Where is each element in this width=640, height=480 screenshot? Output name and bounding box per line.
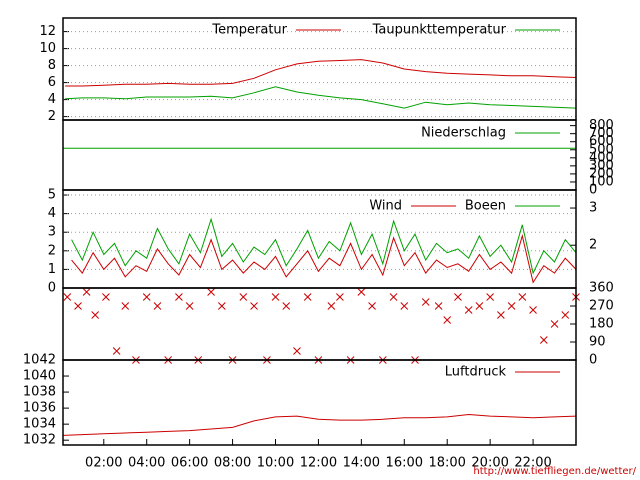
point	[400, 302, 409, 310]
point	[293, 347, 301, 355]
y2-tick-label: 90	[589, 335, 606, 350]
x-tick-label: 02:00	[85, 456, 122, 471]
point	[357, 288, 366, 296]
point	[550, 320, 559, 328]
point	[142, 293, 151, 301]
x-tick-label: 10:00	[257, 456, 294, 471]
y-tick-label: 10	[39, 41, 56, 56]
point	[207, 288, 215, 296]
y-tick-label: 1038	[23, 385, 56, 400]
y2-tick-label: 400	[589, 150, 614, 165]
series-line	[71, 233, 577, 284]
point	[454, 293, 462, 301]
point	[153, 302, 162, 310]
legend-label: Boeen	[465, 199, 506, 214]
x-tick-label: 06:00	[171, 456, 208, 471]
point	[421, 298, 430, 306]
y-tick-label: 1042	[23, 353, 56, 368]
point	[217, 302, 226, 310]
point	[327, 302, 336, 310]
point	[529, 306, 537, 314]
y-tick-label: 2	[48, 243, 56, 258]
x-tick-label: 08:00	[214, 456, 251, 471]
point	[239, 293, 248, 301]
point	[486, 293, 494, 301]
point	[121, 302, 130, 310]
y2-tick-label: 0	[589, 353, 597, 368]
y2-tick-label: 360	[589, 281, 614, 296]
point	[91, 311, 100, 319]
y-tick-label: 4	[48, 206, 56, 221]
point	[518, 293, 527, 301]
x-tick-label: 22:00	[514, 456, 551, 471]
y2-tick-label: 3	[589, 201, 597, 216]
point	[497, 311, 505, 319]
point	[539, 336, 548, 344]
y-tick-label: 3	[48, 225, 56, 240]
y-tick-label: 1034	[23, 417, 56, 432]
panel-frame	[62, 359, 577, 446]
x-tick-label: 16:00	[386, 456, 423, 471]
legend-label: Luftdruck	[445, 365, 507, 380]
point	[175, 293, 183, 301]
y2-tick-label: 100	[589, 174, 614, 189]
y-tick-label: 1036	[23, 401, 56, 416]
y2-tick-label: 2	[589, 238, 597, 253]
y2-tick-label: 180	[589, 317, 614, 332]
point	[74, 302, 82, 310]
y-tick-label: 6	[48, 75, 56, 90]
y2-tick-label: 800	[589, 118, 614, 133]
legend-label: Wind	[369, 199, 402, 214]
y2-tick-label: 600	[589, 134, 614, 149]
point	[368, 302, 376, 310]
y-tick-label: 0	[48, 281, 56, 296]
series-line	[71, 217, 577, 275]
y-tick-label: 5	[48, 188, 56, 203]
point	[475, 302, 484, 310]
y2-tick-label: 200	[589, 166, 614, 181]
point	[336, 293, 344, 301]
y-tick-label: 2	[48, 109, 56, 124]
y-tick-label: 4	[48, 92, 56, 107]
y2-tick-label: 300	[589, 158, 614, 173]
point	[561, 311, 570, 319]
legend-label: Temperatur	[211, 23, 287, 38]
x-tick-label: 14:00	[343, 456, 380, 471]
y-tick-label: 8	[48, 58, 56, 73]
point	[464, 306, 473, 314]
point	[443, 316, 452, 324]
y2-tick-label: 270	[589, 299, 614, 314]
x-tick-label: 20:00	[471, 456, 508, 471]
series-line	[65, 59, 577, 87]
point	[303, 293, 312, 301]
point	[185, 302, 194, 310]
x-tick-label: 12:00	[300, 456, 337, 471]
legend-label: Taupunkttemperatur	[372, 23, 507, 38]
point	[102, 293, 110, 301]
footer-url: http://www.tieffliegen.de/wetter/	[473, 466, 636, 477]
x-tick-label: 18:00	[428, 456, 465, 471]
point	[389, 293, 398, 301]
y-tick-label: 1	[48, 262, 56, 277]
point	[282, 302, 291, 310]
legend-label: Niederschlag	[421, 126, 506, 141]
y2-tick-label: 500	[589, 142, 614, 157]
point	[112, 347, 121, 355]
point	[507, 302, 516, 310]
y-tick-label: 12	[39, 24, 56, 39]
x-tick-label: 04:00	[128, 456, 165, 471]
series-line	[65, 86, 577, 109]
point	[434, 302, 443, 310]
point	[82, 288, 91, 296]
y-tick-label: 1040	[23, 369, 56, 384]
panel-frame	[62, 287, 577, 361]
y2-tick-label: 0	[589, 183, 597, 198]
series-line	[62, 413, 577, 436]
point	[63, 293, 72, 301]
y2-tick-label: 700	[589, 126, 614, 141]
point	[250, 302, 258, 310]
y-tick-label: 1032	[23, 433, 56, 448]
point	[271, 293, 280, 301]
